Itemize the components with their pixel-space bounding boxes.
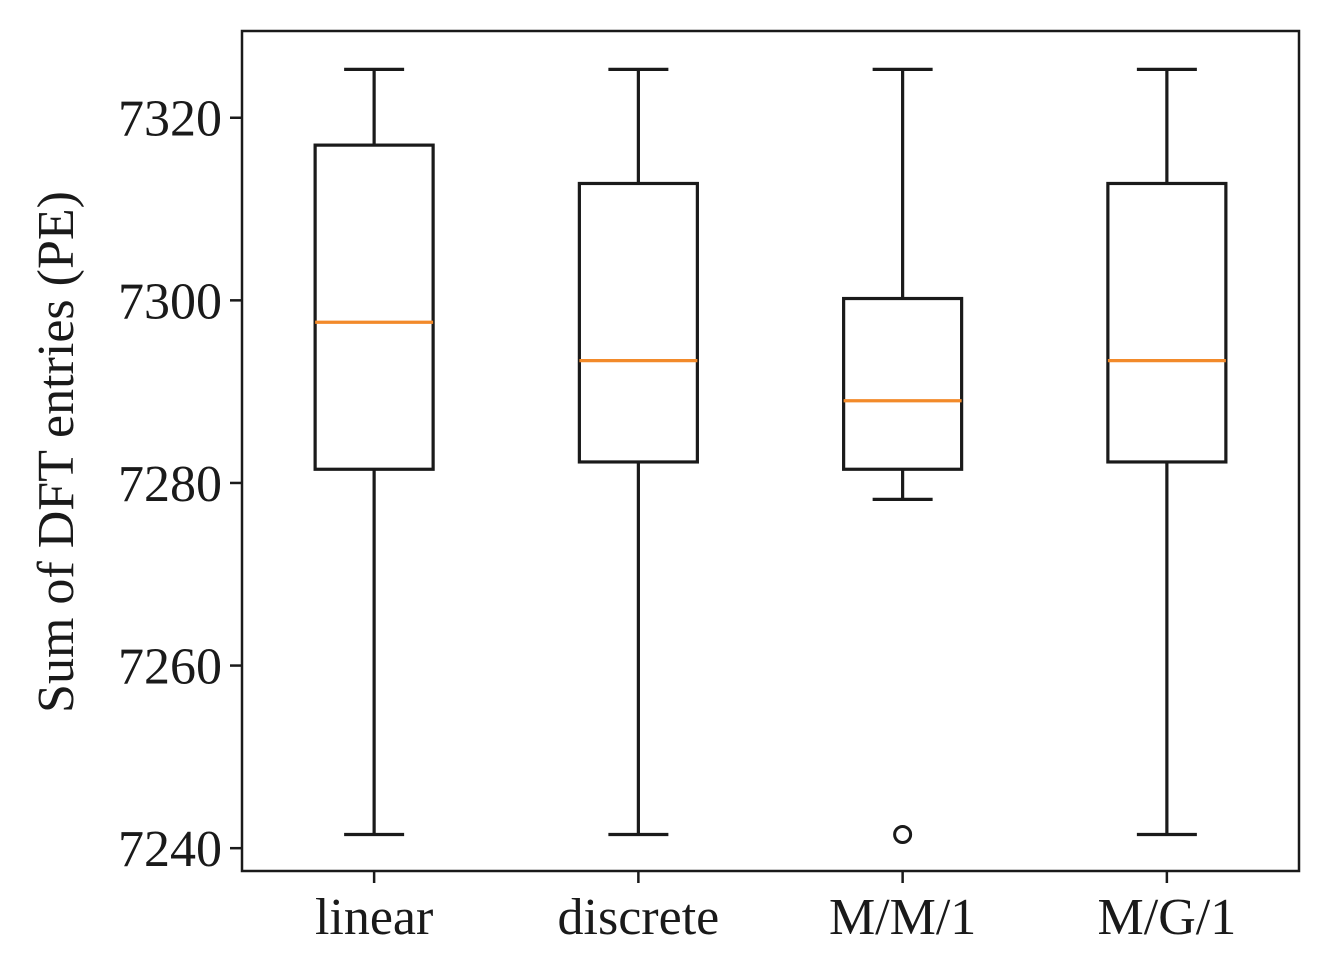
x-category-label: linear (315, 889, 433, 946)
plot-frame (240, 29, 1301, 873)
y-tick-label: 7260 (118, 639, 222, 696)
y-tick-label: 7280 (118, 456, 222, 513)
y-tick-label: 7320 (118, 91, 222, 148)
box-group-m-m-1 (842, 67, 964, 844)
axes: 7240 7260 7280 7300 7320 linear discrete M/M/1 M… (118, 29, 1301, 946)
y-axis-label: Sum of DFT entries (PE) (28, 191, 85, 713)
x-category-label: M/M/1 (829, 889, 976, 946)
y-tick-label: 7240 (118, 821, 222, 878)
outlier-point (893, 824, 913, 844)
iqr-box (1106, 181, 1228, 464)
box-group-discrete (577, 67, 699, 837)
x-category-label: M/G/1 (1098, 889, 1237, 946)
iqr-box (313, 143, 435, 471)
box-group-m-g-1 (1106, 67, 1228, 837)
x-category-label: discrete (558, 889, 720, 946)
box-group-linear (313, 67, 435, 837)
iqr-box (842, 296, 964, 471)
y-tick-label: 7300 (118, 273, 222, 330)
plot-marks (313, 67, 1228, 844)
iqr-box (577, 181, 699, 464)
